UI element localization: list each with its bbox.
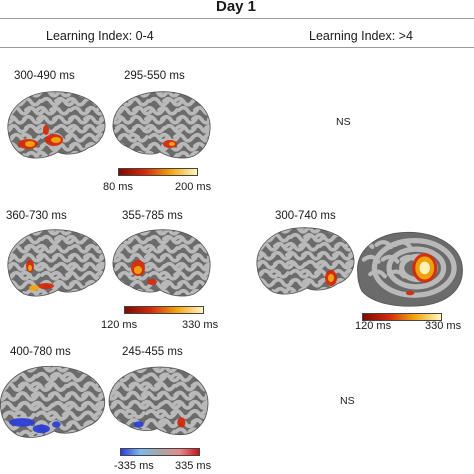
row1-colorbar-max: 200 ms [175, 181, 212, 193]
row2-high-lateral-brain [256, 227, 355, 295]
row2-time-left-hemisphere: 360-730 ms [6, 210, 67, 222]
row1-colorbar [118, 168, 198, 176]
row3-right-hemisphere-brain [108, 366, 209, 436]
row2-time-right-hemisphere: 355-785 ms [122, 210, 183, 222]
row2-colorbar-high-max: 330 ms [425, 320, 462, 332]
row3-time-left-hemisphere: 400-780 ms [10, 346, 71, 358]
row2-colorbar-low-min: 120 ms [101, 319, 138, 331]
row2-colorbar-low-max: 330 ms [182, 319, 219, 331]
row2-colorbar-low [124, 306, 204, 314]
row1-colorbar-min: 80 ms [103, 181, 133, 193]
row3-colorbar-min: -335 ms [114, 460, 154, 472]
row2-colorbar-high-min: 120 ms [355, 320, 392, 332]
row2-left-hemisphere-brain [7, 229, 106, 297]
row3-left-hemisphere-brain [0, 365, 106, 438]
column-header-divider [0, 47, 474, 48]
row3-time-right-hemisphere: 245-455 ms [122, 346, 183, 358]
row3-not-significant: NS [340, 395, 355, 407]
row3-colorbar [120, 448, 200, 456]
row2-time-high-learners: 300-740 ms [275, 210, 336, 222]
row2-right-hemisphere-brain [112, 229, 211, 297]
row1-right-hemisphere-brain [112, 91, 211, 159]
row1-time-left-hemisphere: 300-490 ms [14, 70, 75, 82]
row2-colorbar-high [362, 313, 442, 321]
row1-time-right-hemisphere: 295-550 ms [124, 70, 185, 82]
figure-title: Day 1 [216, 0, 257, 15]
row1-not-significant: NS [336, 116, 351, 128]
row1-left-hemisphere-brain [7, 91, 106, 159]
column-header-low: Learning Index: 0-4 [46, 29, 154, 43]
column-header-high: Learning Index: >4 [309, 29, 413, 43]
header-divider [0, 18, 474, 19]
row3-colorbar-max: 335 ms [175, 460, 212, 472]
row2-high-medial-brain [357, 231, 463, 307]
